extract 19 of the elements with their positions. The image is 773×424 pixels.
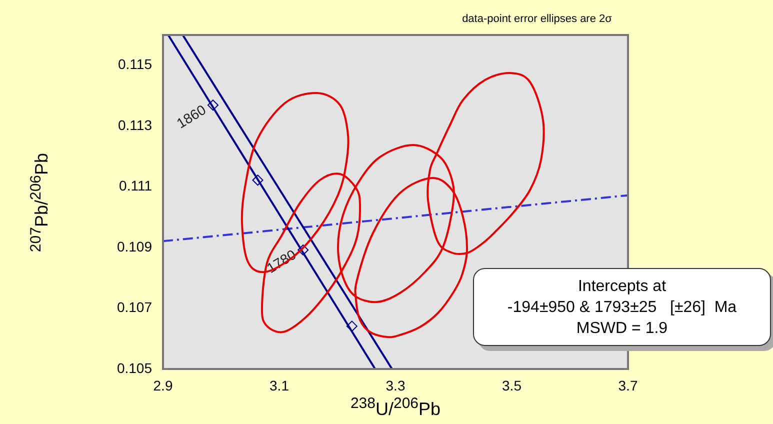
x-tick-label: 3.7 <box>618 377 638 394</box>
y-tick-label: 0.111 <box>119 178 152 194</box>
text: data-point error ellipses are 2σ <box>462 13 612 26</box>
y-tick-label: 0.115 <box>118 56 152 72</box>
x-tick-label: 2.9 <box>153 377 173 394</box>
y-tick-label: 0.109 <box>116 238 152 254</box>
x-axis-title: $^{238}$U/$^{206}$Pb <box>349 395 442 420</box>
annotation: 1860 <box>174 101 209 132</box>
point <box>298 244 309 256</box>
x-tick-label: 3.5 <box>502 377 522 394</box>
point <box>346 320 358 332</box>
point <box>207 100 218 111</box>
x-tick-label: 3.1 <box>270 377 290 394</box>
y-tick-label: 0.105 <box>116 360 152 376</box>
point <box>252 174 264 186</box>
x-tick-label: 3.3 <box>386 377 406 394</box>
y-tick-label: 0.107 <box>116 299 152 316</box>
y-tick-label: 0.113 <box>118 116 152 133</box>
annotation: Intercepts at -194±950 & 1793±25 [±26] Ma MSWD = 1.9 <box>506 276 738 338</box>
